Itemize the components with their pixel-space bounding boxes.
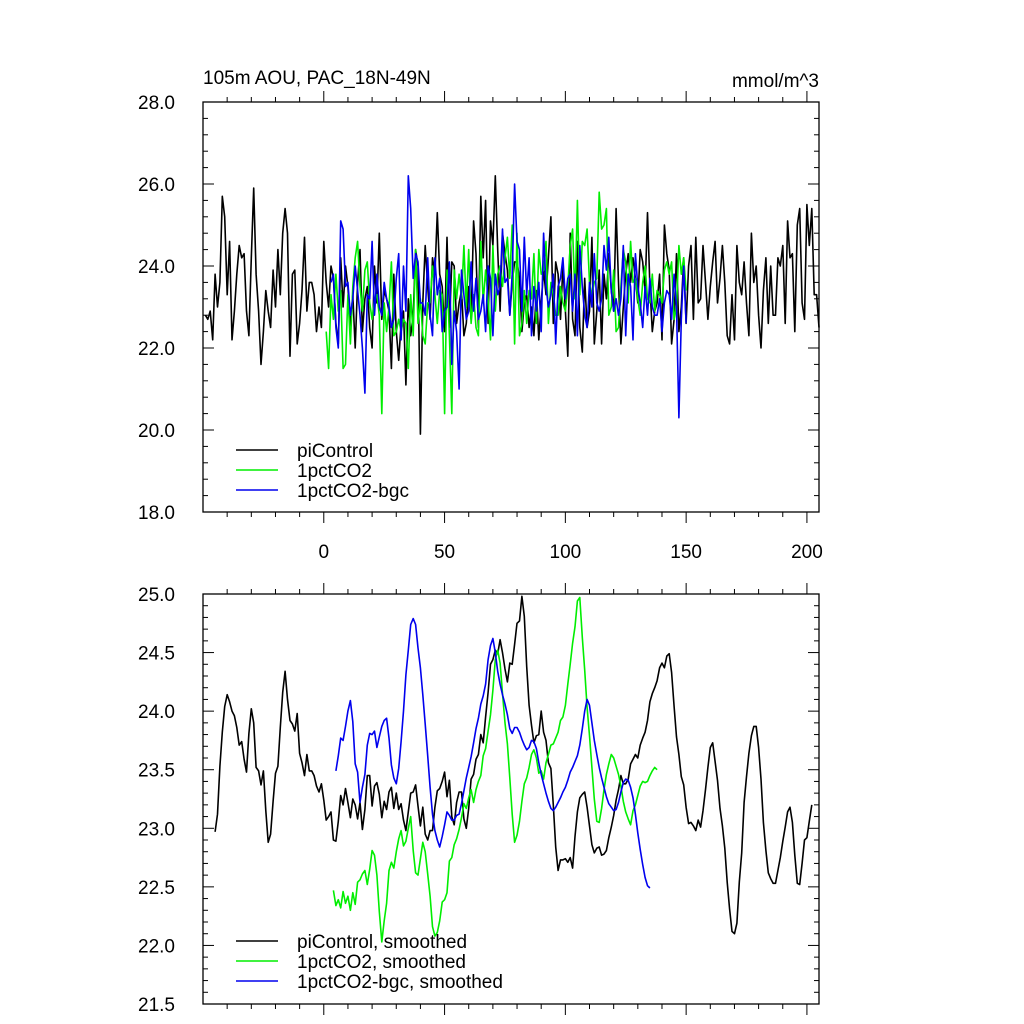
x-tick-label: 100 bbox=[550, 542, 582, 563]
bottom-series-lines bbox=[214, 595, 813, 943]
plot-frame-top bbox=[202, 101, 820, 513]
top-series-lines bbox=[204, 175, 820, 435]
chart-title: 105m AOU, PAC_18N-49N bbox=[203, 68, 431, 89]
top-axis-ticks: 18.0 20.0 22.0 24.0 26.0 28.0 0 50 100 150 200 bbox=[138, 91, 823, 563]
y-tick-label: 21.5 bbox=[138, 995, 175, 1016]
x-tick-label: 200 bbox=[791, 542, 823, 563]
chart-panel-bottom: 21.5 22.0 22.5 23.0 23.5 24.0 24.5 25.0 piContr… bbox=[138, 583, 820, 1016]
y-tick-label: 25.0 bbox=[138, 585, 175, 606]
chart-panel-top: 105m AOU, PAC_18N-49N mmol/m^3 18.0 20.0 2… bbox=[138, 68, 823, 563]
x-tick-label: 50 bbox=[434, 542, 455, 563]
y-tick-label: 23.0 bbox=[138, 819, 175, 840]
y-tick-label: 18.0 bbox=[138, 503, 175, 524]
y-tick-label: 28.0 bbox=[138, 93, 175, 114]
legend-label: 1pctCO2, smoothed bbox=[297, 952, 466, 973]
series-line-1pctco2-smoothed bbox=[332, 596, 658, 943]
y-tick-label: 22.0 bbox=[138, 339, 175, 360]
legend-label: 1pctCO2-bgc, smoothed bbox=[297, 972, 503, 993]
y-tick-label: 24.0 bbox=[138, 702, 175, 723]
y-tick-label: 20.0 bbox=[138, 421, 175, 442]
y-tick-label: 23.5 bbox=[138, 761, 175, 782]
series-line-picontrol bbox=[204, 175, 820, 435]
legend-label: 1pctCO2-bgc bbox=[297, 481, 409, 502]
bottom-axis-ticks: 21.5 22.0 22.5 23.0 23.5 24.0 24.5 25.0 bbox=[138, 583, 819, 1016]
y-tick-label: 26.0 bbox=[138, 175, 175, 196]
series-line-1pctco2-bgc-smoothed bbox=[335, 617, 651, 889]
x-tick-label: 0 bbox=[318, 542, 329, 563]
x-tick-label: 150 bbox=[670, 542, 702, 563]
y-tick-label: 22.0 bbox=[138, 936, 175, 957]
legend-label: piControl, smoothed bbox=[297, 932, 467, 953]
legend-label: 1pctCO2 bbox=[297, 461, 372, 482]
units-label: mmol/m^3 bbox=[732, 71, 819, 92]
series-line-1pctco2 bbox=[325, 191, 687, 415]
plot-frame-bottom bbox=[202, 593, 820, 1005]
y-tick-label: 24.0 bbox=[138, 257, 175, 278]
series-line-1pctco2-bgc bbox=[330, 175, 687, 419]
y-tick-label: 24.5 bbox=[138, 644, 175, 665]
legend-label: piControl bbox=[297, 441, 373, 462]
series-line-picontrol-smoothed bbox=[214, 595, 813, 935]
y-tick-label: 22.5 bbox=[138, 878, 175, 899]
